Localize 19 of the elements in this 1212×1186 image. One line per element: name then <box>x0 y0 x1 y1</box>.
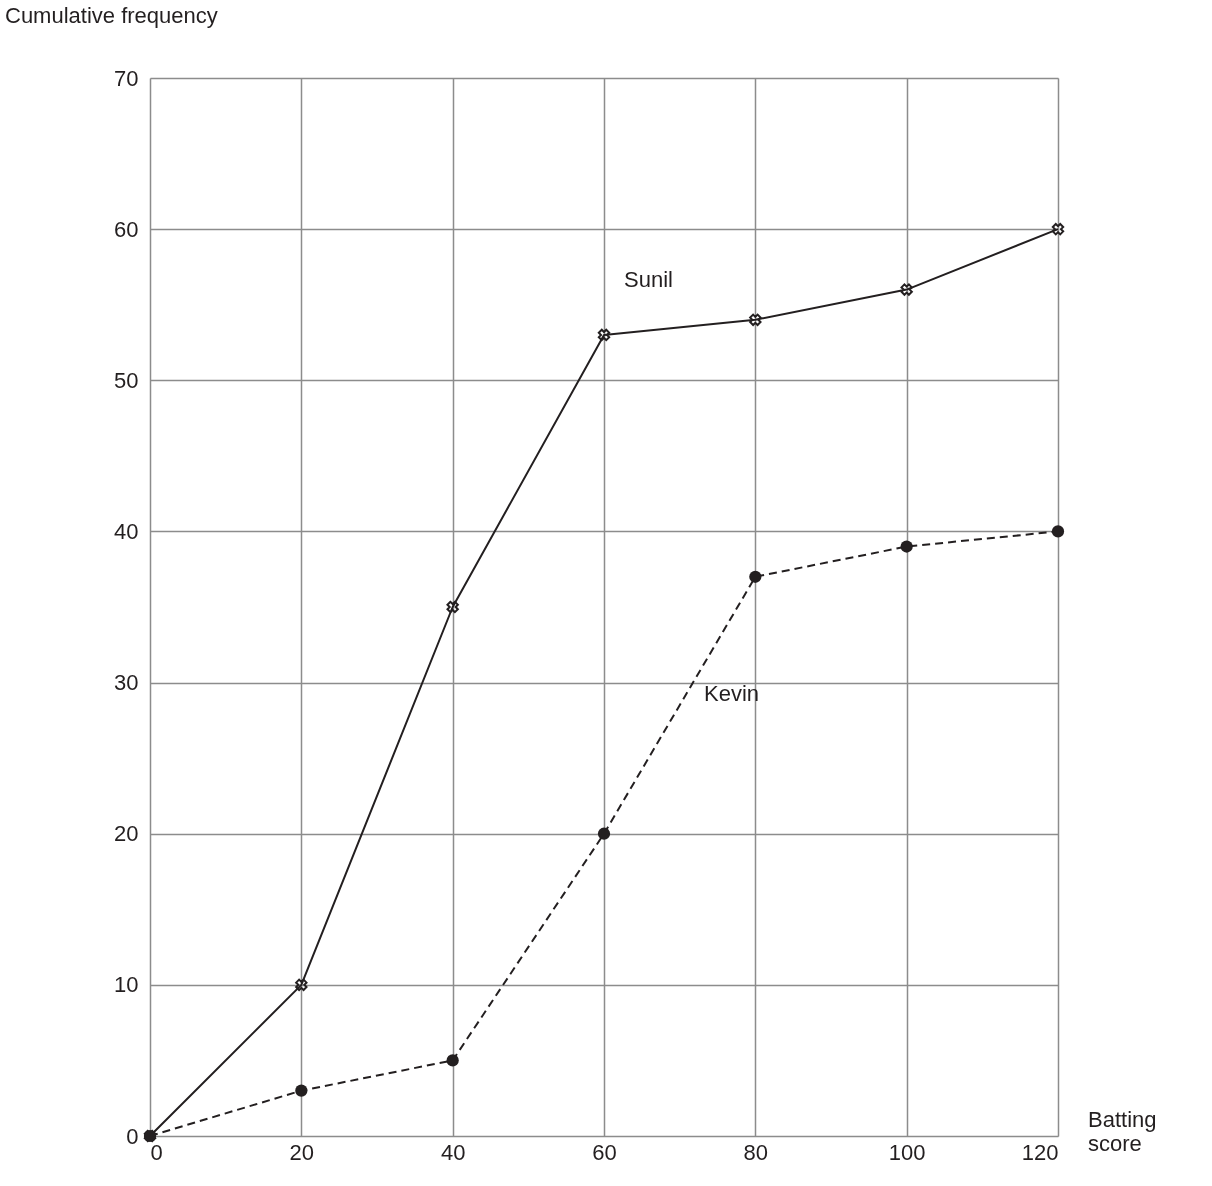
series-label: Kevin <box>704 680 760 706</box>
x-tick-label: 120 <box>1021 1139 1059 1165</box>
series-label: Sunil <box>624 266 673 292</box>
x-tick-label: 20 <box>289 1139 315 1165</box>
x-axis-title: Batting score <box>1088 1107 1157 1156</box>
y-tick-label: 0 <box>126 1123 139 1149</box>
y-tick-label: 40 <box>114 518 139 544</box>
y-tick-label: 60 <box>114 216 139 242</box>
y-tick-label: 70 <box>114 65 139 91</box>
y-tick-label: 10 <box>114 972 139 998</box>
y-axis-title: Cumulative frequency <box>5 3 218 28</box>
y-tick-label: 30 <box>114 670 139 696</box>
x-tick-label: 80 <box>743 1139 769 1165</box>
x-tick-label: 40 <box>440 1139 466 1165</box>
x-tick-label: 0 <box>150 1139 163 1165</box>
y-tick-label: 20 <box>114 821 139 847</box>
x-tick-label: 100 <box>888 1139 926 1165</box>
x-tick-label: 60 <box>592 1139 617 1165</box>
y-tick-label: 50 <box>114 367 139 393</box>
